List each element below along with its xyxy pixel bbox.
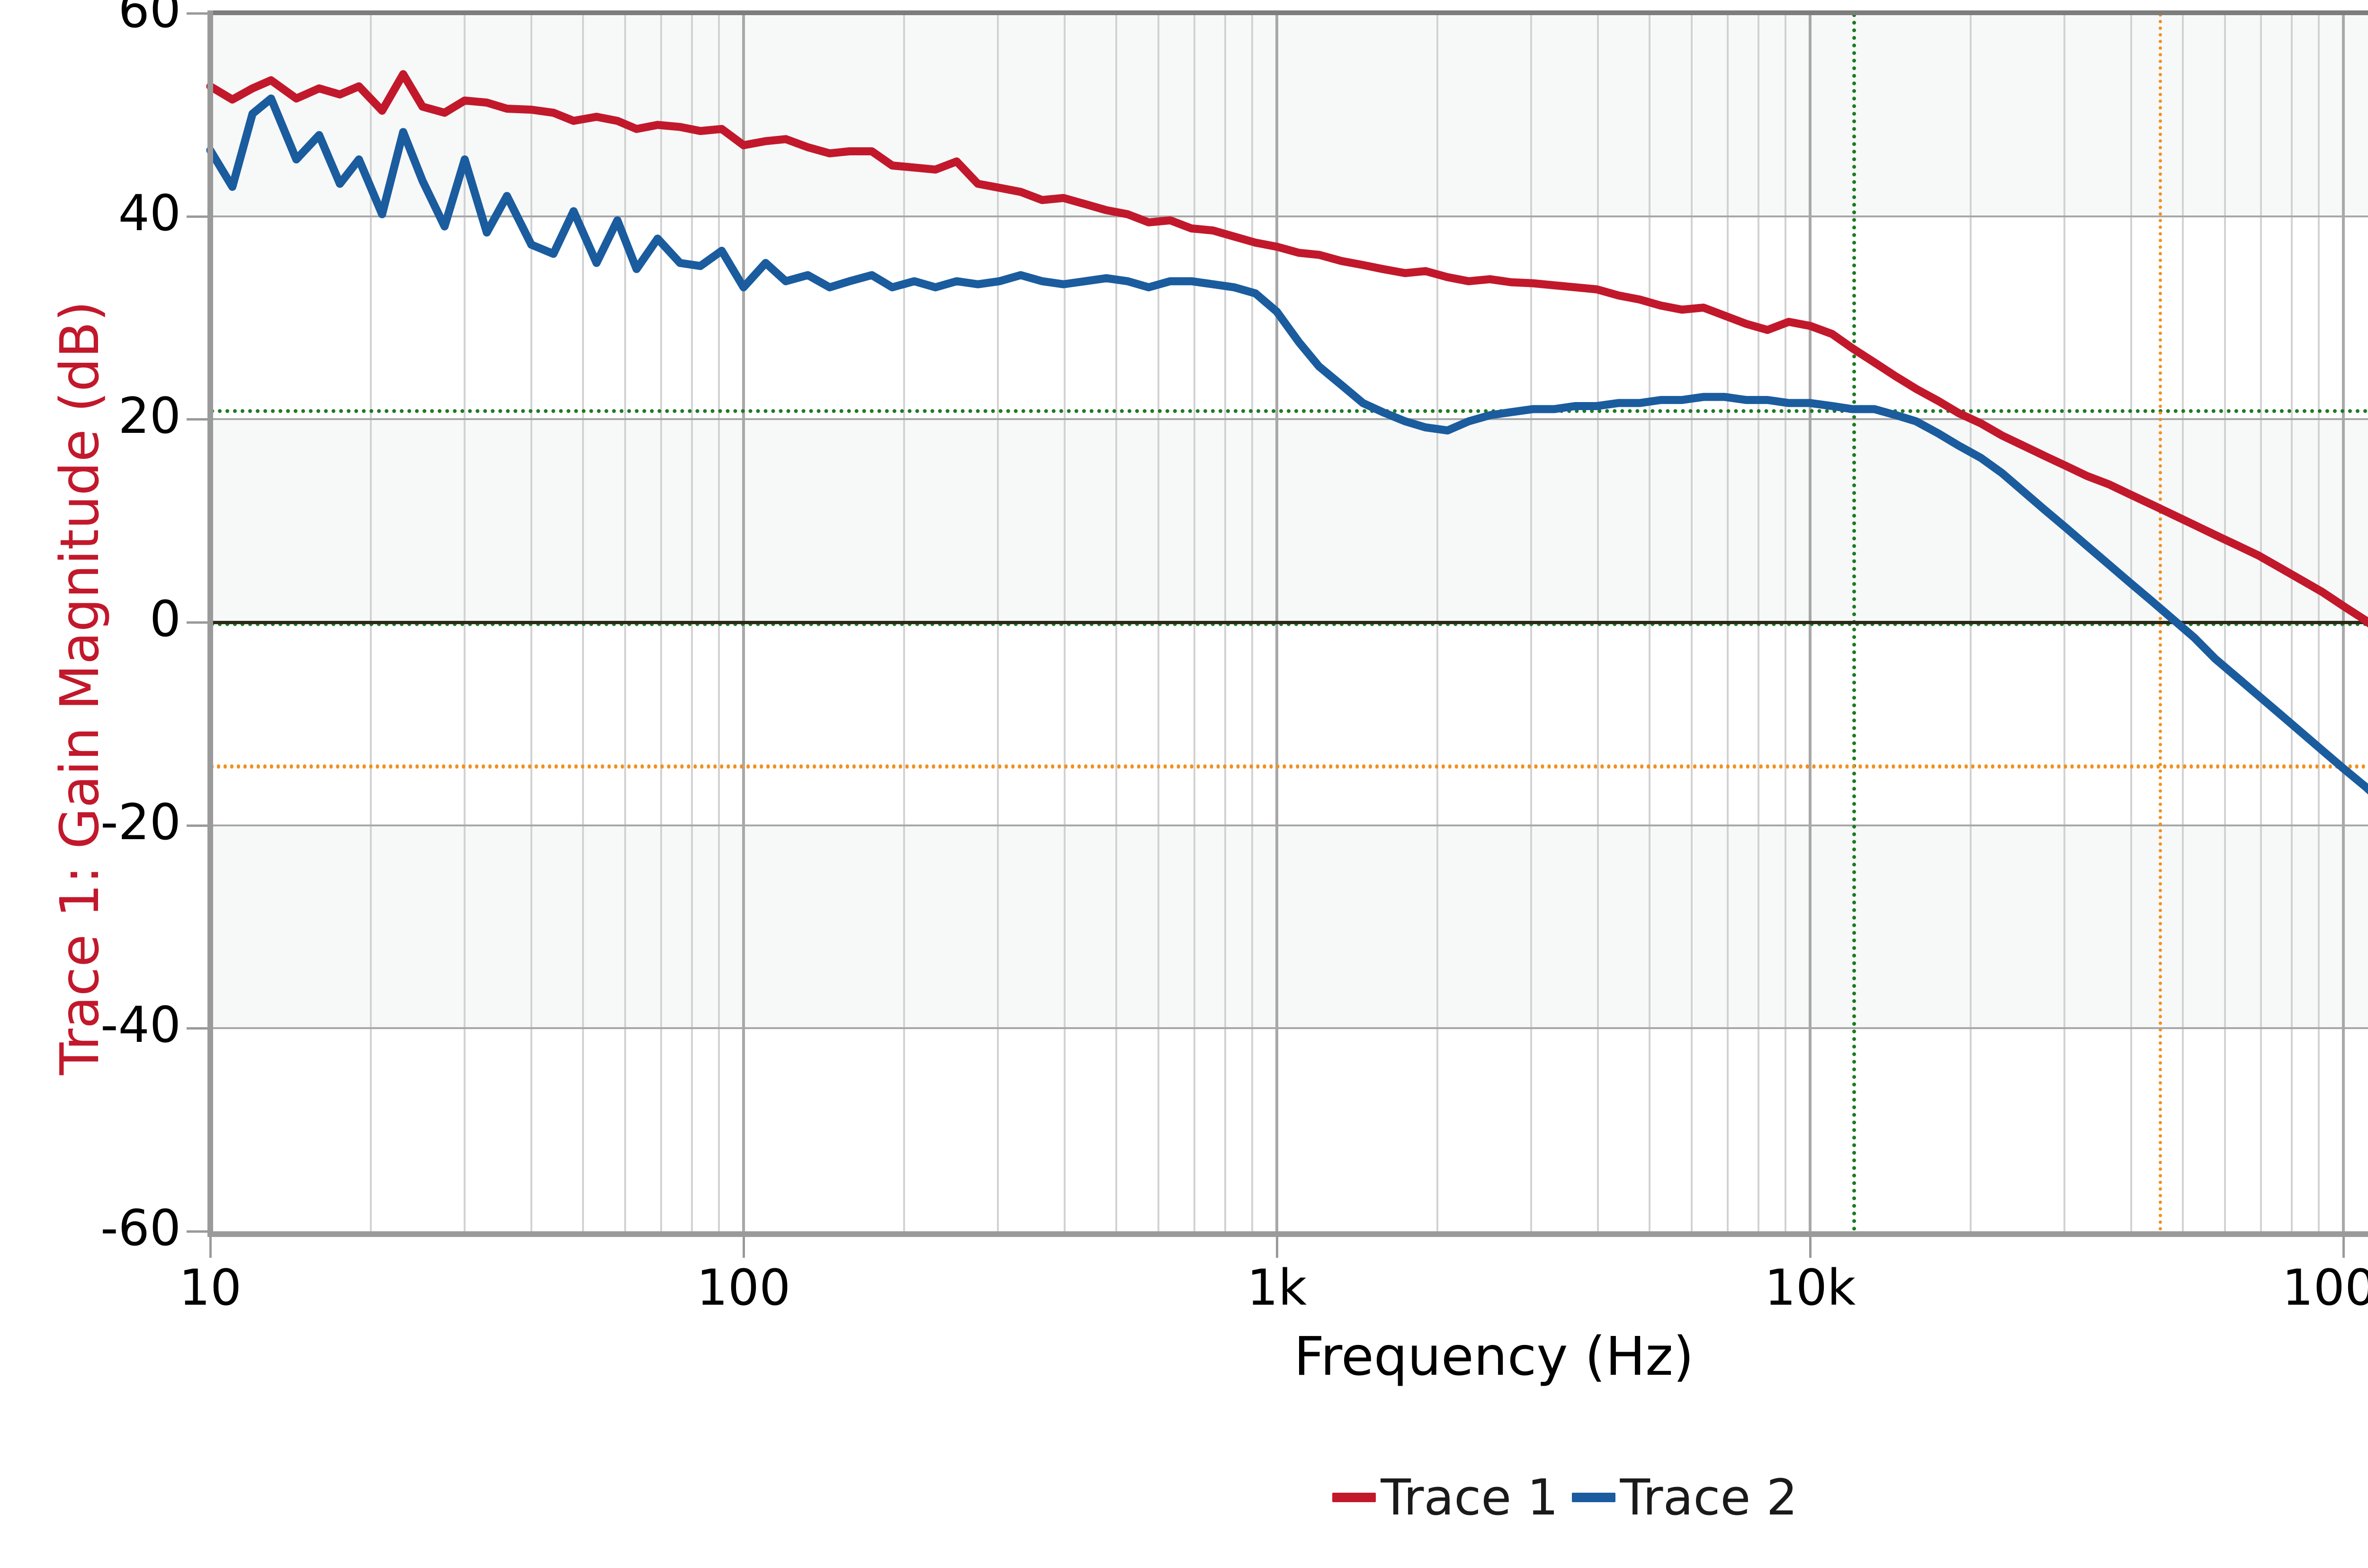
y-axis-left-tick-label: -40	[100, 996, 181, 1054]
tick-mark-left	[187, 1230, 210, 1233]
trace-line-1[interactable]	[206, 70, 2368, 1163]
cursor-horizontal-phase-1[interactable]	[210, 409, 2368, 413]
legend-label: Trace 2	[1620, 1469, 1798, 1526]
y-axis-left-tick-label: 0	[149, 590, 181, 648]
gridline-horizontal	[210, 215, 2368, 217]
legend-label: Trace 1	[1381, 1469, 1559, 1526]
background-band	[210, 13, 2368, 216]
x-axis-tick-label: 10	[179, 1259, 242, 1317]
y-axis-left-tick-label: 20	[118, 387, 181, 445]
tick-mark-left	[187, 621, 210, 624]
axis-spine-top	[207, 10, 2368, 15]
y-axis-left-tick-label: 60	[118, 0, 181, 39]
x-axis-tick-label: 10k	[1764, 1259, 1856, 1317]
tick-mark-bottom	[1809, 1237, 1812, 1258]
legend-swatch-icon	[1332, 1493, 1376, 1502]
tick-mark-bottom	[743, 1237, 745, 1258]
background-band	[210, 419, 2368, 622]
tick-mark-bottom	[2342, 1237, 2345, 1258]
tick-mark-left	[187, 215, 210, 218]
legend-swatch-icon	[1571, 1493, 1615, 1502]
gridline-horizontal	[210, 824, 2368, 826]
legend-item-2[interactable]: Trace 2	[1571, 1469, 1798, 1526]
cursor-horizontal-phase-2[interactable]	[210, 765, 2368, 769]
tick-mark-bottom	[1276, 1237, 1278, 1258]
x-axis-title: Frequency (Hz)	[1294, 1326, 1694, 1388]
trace-curves	[206, 70, 2368, 1163]
gridline-horizontal	[210, 1027, 2368, 1030]
legend-item-1[interactable]: Trace 1	[1332, 1469, 1559, 1526]
tick-mark-left	[187, 418, 210, 421]
gridline-horizontal	[210, 418, 2368, 421]
tick-mark-left	[187, 824, 210, 827]
y-axis-left-title: Trace 1: Gain Magnitude (dB)	[49, 301, 111, 1075]
axis-spine-left	[207, 10, 213, 1234]
chart-legend: Trace 1 Trace 2	[0, 1473, 2368, 1522]
tick-mark-left	[187, 1027, 210, 1030]
cursor-horizontal-1[interactable]	[210, 622, 2368, 626]
y-axis-left-tick-label: -60	[100, 1199, 181, 1257]
tick-mark-left	[187, 12, 210, 15]
zero-reference-line	[210, 621, 2368, 624]
x-axis-tick-label: 100k	[2282, 1259, 2368, 1317]
x-axis-tick-label: 1k	[1247, 1259, 1307, 1317]
plot-area	[187, 10, 2368, 1258]
trace-line-2[interactable]	[206, 94, 2368, 1140]
tick-mark-bottom	[209, 1237, 212, 1258]
y-axis-left-tick-label: 40	[118, 184, 181, 242]
x-axis-tick-label: 100	[696, 1259, 791, 1317]
axis-spine-bottom	[207, 1231, 2368, 1237]
background-band	[210, 825, 2368, 1029]
y-axis-left-tick-label: -20	[100, 793, 181, 851]
